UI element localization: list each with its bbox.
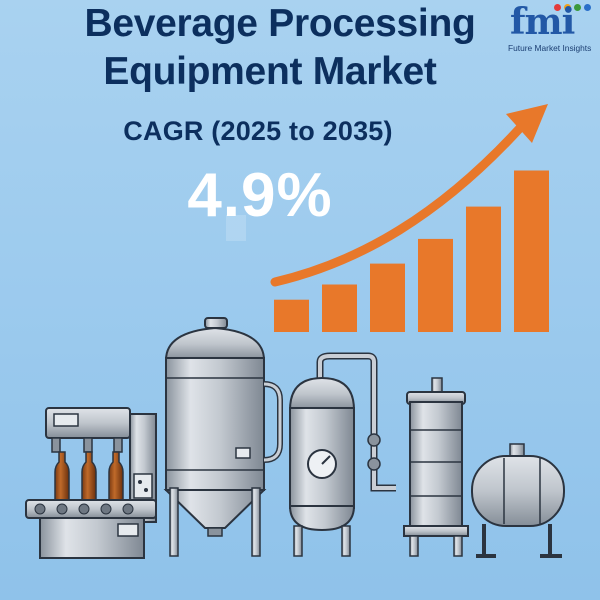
value-shadow bbox=[226, 215, 246, 241]
fermentation-tank-icon bbox=[163, 317, 283, 557]
logo-mark: fmi bbox=[510, 1, 575, 43]
growth-bar bbox=[418, 238, 453, 332]
cagr-label: CAGR (2025 to 2035) bbox=[123, 116, 393, 146]
bottling-machine-icon bbox=[25, 407, 157, 559]
title-line-1: Beverage Processing bbox=[84, 2, 476, 45]
growth-bar bbox=[466, 206, 501, 332]
growth-bar bbox=[322, 284, 357, 332]
title-line-2: Equipment Market bbox=[103, 50, 437, 93]
growth-bar bbox=[370, 263, 405, 332]
pressure-vessel-icon bbox=[288, 352, 396, 557]
cagr-value: 4.9% bbox=[187, 161, 333, 230]
growth-bar bbox=[514, 170, 549, 332]
bar-chart-icon bbox=[274, 170, 549, 332]
fmi-logo: fmi Future Market Insights bbox=[506, 2, 600, 54]
logo-tagline: Future Market Insights bbox=[508, 43, 592, 53]
growth-arrow-icon bbox=[270, 104, 548, 287]
filter-column-icon bbox=[403, 377, 469, 557]
storage-tank-icon bbox=[471, 443, 565, 558]
growth-bar bbox=[274, 299, 309, 332]
logo-dots bbox=[554, 4, 600, 14]
